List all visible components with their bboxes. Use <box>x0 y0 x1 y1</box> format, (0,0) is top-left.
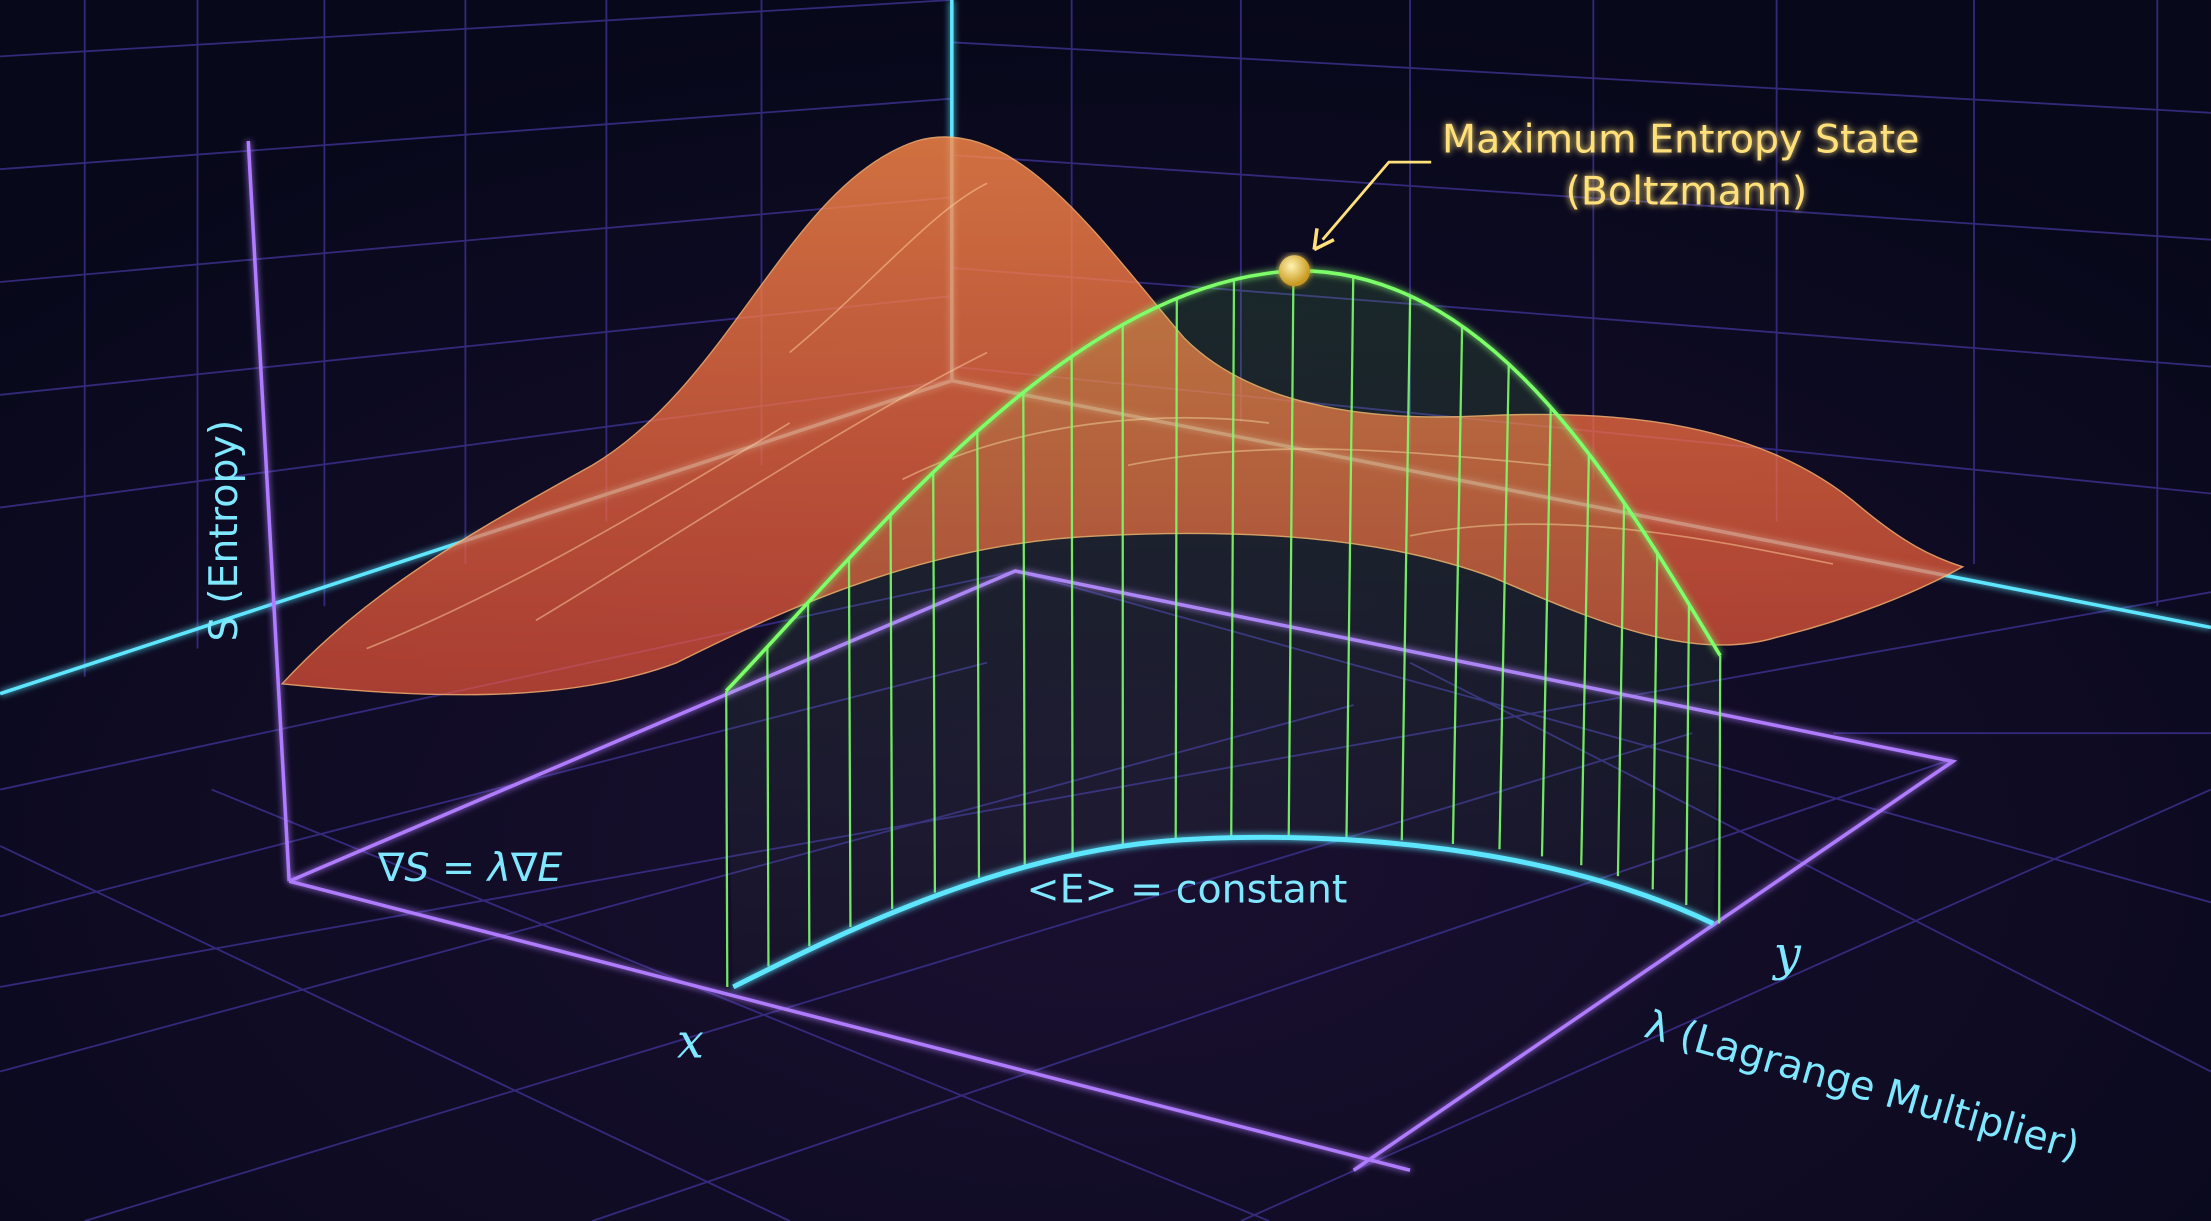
curtain-line <box>725 690 729 987</box>
curtain-line <box>889 514 894 910</box>
curtain-line <box>932 472 937 893</box>
curtain-line <box>1287 270 1295 838</box>
curtain-line <box>1451 326 1464 844</box>
constraint-equation: <E> = constant <box>1027 866 1348 912</box>
curtain-line <box>976 431 981 878</box>
annotation-subtitle: (Boltzmann) <box>1565 168 1807 214</box>
curtain-line <box>1580 453 1591 866</box>
annotation-title: Maximum Entropy State <box>1442 116 1919 162</box>
gradient-equation: ∇S = λ∇E <box>377 845 562 891</box>
constraint-curtain <box>724 268 1722 990</box>
curtain-line <box>1400 295 1412 841</box>
curtain-line <box>1230 279 1236 839</box>
curtain-line <box>1718 655 1722 924</box>
s-entropy-axis-label: S (Entropy) <box>201 420 247 642</box>
curtain-line <box>847 558 852 928</box>
curtain-line <box>806 602 811 947</box>
curtain-line <box>1345 276 1355 839</box>
y-axis-label: y <box>1772 927 1802 982</box>
curtain-line <box>1616 502 1626 877</box>
curtain-line <box>766 646 770 967</box>
maximum-point <box>1278 255 1310 287</box>
curtain-line <box>1174 298 1178 841</box>
curtain-line <box>1498 364 1510 850</box>
constraint-curve-bottom <box>732 834 1715 990</box>
curtain-line <box>1070 356 1074 855</box>
annotation-arrow <box>1312 160 1432 252</box>
curtain-line <box>1685 604 1691 906</box>
curtain-line <box>1651 552 1659 890</box>
curtain-line <box>1540 407 1552 857</box>
x-axis-label: x <box>677 1014 704 1069</box>
curtain-line <box>1022 392 1026 865</box>
